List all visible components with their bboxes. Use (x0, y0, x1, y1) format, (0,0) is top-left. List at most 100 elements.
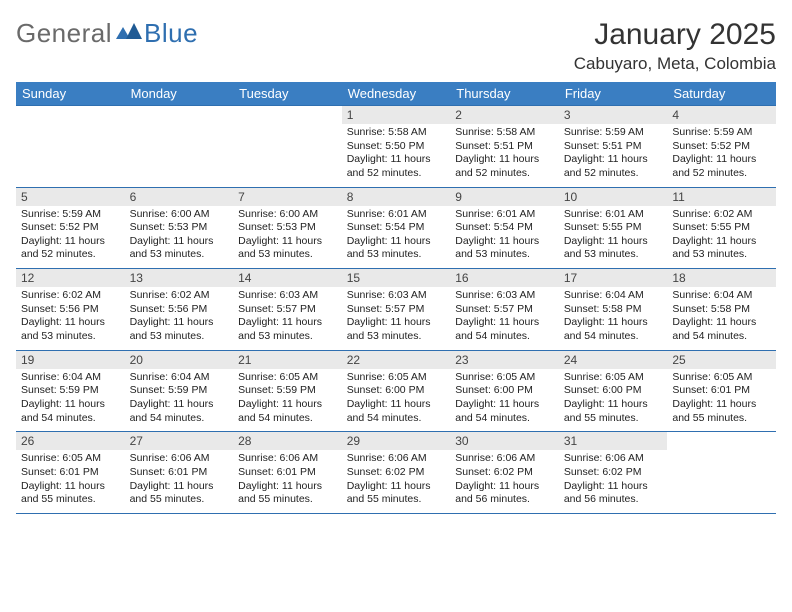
sunrise-line: Sunrise: 6:04 AM (672, 289, 771, 303)
sunrise-line: Sunrise: 6:00 AM (238, 208, 337, 222)
daylight-line: Daylight: 11 hours and 54 minutes. (130, 398, 229, 425)
day-header-friday: Friday (559, 82, 668, 106)
daylight-line: Daylight: 11 hours and 53 minutes. (455, 235, 554, 262)
sunset-line: Sunset: 5:51 PM (455, 140, 554, 154)
day-body: Sunrise: 6:02 AMSunset: 5:56 PMDaylight:… (16, 287, 125, 350)
sunset-line: Sunset: 5:54 PM (347, 221, 446, 235)
sunrise-line: Sunrise: 6:01 AM (455, 208, 554, 222)
daylight-line: Daylight: 11 hours and 54 minutes. (455, 316, 554, 343)
day-number: 3 (559, 106, 668, 124)
calendar-page: General Blue January 2025 Cabuyaro, Meta… (0, 0, 792, 526)
calendar-cell: 21Sunrise: 6:05 AMSunset: 5:59 PMDayligh… (233, 350, 342, 432)
sunset-line: Sunset: 5:59 PM (130, 384, 229, 398)
calendar-cell (667, 432, 776, 514)
daylight-line: Daylight: 11 hours and 55 minutes. (347, 480, 446, 507)
sunset-line: Sunset: 5:51 PM (564, 140, 663, 154)
calendar-cell: 7Sunrise: 6:00 AMSunset: 5:53 PMDaylight… (233, 187, 342, 269)
day-number: 10 (559, 188, 668, 206)
calendar-cell: 31Sunrise: 6:06 AMSunset: 6:02 PMDayligh… (559, 432, 668, 514)
sunset-line: Sunset: 5:52 PM (21, 221, 120, 235)
calendar-week-row: 19Sunrise: 6:04 AMSunset: 5:59 PMDayligh… (16, 350, 776, 432)
day-body: Sunrise: 6:04 AMSunset: 5:59 PMDaylight:… (125, 369, 234, 432)
day-number: 24 (559, 351, 668, 369)
day-body: Sunrise: 6:03 AMSunset: 5:57 PMDaylight:… (450, 287, 559, 350)
sunset-line: Sunset: 6:02 PM (347, 466, 446, 480)
day-number: 31 (559, 432, 668, 450)
calendar-cell (16, 106, 125, 188)
sunset-line: Sunset: 6:01 PM (130, 466, 229, 480)
day-body: Sunrise: 6:03 AMSunset: 5:57 PMDaylight:… (342, 287, 451, 350)
calendar-cell: 13Sunrise: 6:02 AMSunset: 5:56 PMDayligh… (125, 269, 234, 351)
day-body: Sunrise: 6:03 AMSunset: 5:57 PMDaylight:… (233, 287, 342, 350)
calendar-cell (125, 106, 234, 188)
sunrise-line: Sunrise: 6:04 AM (564, 289, 663, 303)
sunrise-line: Sunrise: 6:05 AM (564, 371, 663, 385)
daylight-line: Daylight: 11 hours and 54 minutes. (347, 398, 446, 425)
sunrise-line: Sunrise: 6:03 AM (455, 289, 554, 303)
day-body: Sunrise: 6:05 AMSunset: 6:00 PMDaylight:… (342, 369, 451, 432)
day-number: 5 (16, 188, 125, 206)
day-body: Sunrise: 6:05 AMSunset: 6:01 PMDaylight:… (667, 369, 776, 432)
sunset-line: Sunset: 6:01 PM (238, 466, 337, 480)
day-number-empty (125, 106, 234, 124)
sunset-line: Sunset: 6:01 PM (21, 466, 120, 480)
sunrise-line: Sunrise: 6:05 AM (238, 371, 337, 385)
day-number: 22 (342, 351, 451, 369)
calendar-cell: 26Sunrise: 6:05 AMSunset: 6:01 PMDayligh… (16, 432, 125, 514)
day-body: Sunrise: 6:02 AMSunset: 5:56 PMDaylight:… (125, 287, 234, 350)
sunrise-line: Sunrise: 6:03 AM (347, 289, 446, 303)
day-number: 2 (450, 106, 559, 124)
sunset-line: Sunset: 5:59 PM (21, 384, 120, 398)
sunrise-line: Sunrise: 6:02 AM (130, 289, 229, 303)
daylight-line: Daylight: 11 hours and 54 minutes. (672, 316, 771, 343)
sunrise-line: Sunrise: 6:05 AM (455, 371, 554, 385)
daylight-line: Daylight: 11 hours and 55 minutes. (564, 398, 663, 425)
day-number: 26 (16, 432, 125, 450)
page-header: General Blue January 2025 Cabuyaro, Meta… (16, 18, 776, 74)
daylight-line: Daylight: 11 hours and 55 minutes. (672, 398, 771, 425)
day-number: 15 (342, 269, 451, 287)
sunrise-line: Sunrise: 5:58 AM (455, 126, 554, 140)
day-number: 30 (450, 432, 559, 450)
day-number: 1 (342, 106, 451, 124)
sunset-line: Sunset: 5:55 PM (672, 221, 771, 235)
calendar-cell: 2 Sunrise: 5:58 AMSunset: 5:51 PMDaylight… (450, 106, 559, 188)
day-number: 27 (125, 432, 234, 450)
daylight-line: Daylight: 11 hours and 56 minutes. (564, 480, 663, 507)
day-number: 12 (16, 269, 125, 287)
brand-word-2: Blue (144, 18, 198, 49)
daylight-line: Daylight: 11 hours and 53 minutes. (564, 235, 663, 262)
day-number: 6 (125, 188, 234, 206)
day-number: 19 (16, 351, 125, 369)
calendar-cell: 14Sunrise: 6:03 AMSunset: 5:57 PMDayligh… (233, 269, 342, 351)
daylight-line: Daylight: 11 hours and 53 minutes. (130, 235, 229, 262)
calendar-cell: 15Sunrise: 6:03 AMSunset: 5:57 PMDayligh… (342, 269, 451, 351)
day-body-empty (125, 124, 234, 184)
day-body: Sunrise: 6:01 AMSunset: 5:54 PMDaylight:… (450, 206, 559, 269)
sunrise-line: Sunrise: 6:04 AM (130, 371, 229, 385)
sunrise-line: Sunrise: 6:06 AM (455, 452, 554, 466)
sunset-line: Sunset: 5:53 PM (130, 221, 229, 235)
day-body: Sunrise: 5:59 AMSunset: 5:52 PMDaylight:… (16, 206, 125, 269)
calendar-cell: 20Sunrise: 6:04 AMSunset: 5:59 PMDayligh… (125, 350, 234, 432)
calendar-cell: 12Sunrise: 6:02 AMSunset: 5:56 PMDayligh… (16, 269, 125, 351)
brand-word-1: General (16, 18, 112, 49)
calendar-cell: 24Sunrise: 6:05 AMSunset: 6:00 PMDayligh… (559, 350, 668, 432)
day-number: 23 (450, 351, 559, 369)
calendar-cell: 18Sunrise: 6:04 AMSunset: 5:58 PMDayligh… (667, 269, 776, 351)
calendar-cell: 16Sunrise: 6:03 AMSunset: 5:57 PMDayligh… (450, 269, 559, 351)
sunrise-line: Sunrise: 6:01 AM (564, 208, 663, 222)
day-body: Sunrise: 6:06 AMSunset: 6:02 PMDaylight:… (342, 450, 451, 513)
daylight-line: Daylight: 11 hours and 54 minutes. (455, 398, 554, 425)
daylight-line: Daylight: 11 hours and 55 minutes. (238, 480, 337, 507)
calendar-cell: 3Sunrise: 5:59 AMSunset: 5:51 PMDaylight… (559, 106, 668, 188)
daylight-line: Daylight: 11 hours and 52 minutes. (455, 153, 554, 180)
day-number: 16 (450, 269, 559, 287)
day-body: Sunrise: 6:05 AMSunset: 6:01 PMDaylight:… (16, 450, 125, 513)
sunrise-line: Sunrise: 6:06 AM (238, 452, 337, 466)
day-number: 28 (233, 432, 342, 450)
sunset-line: Sunset: 5:56 PM (130, 303, 229, 317)
sunrise-line: Sunrise: 6:03 AM (238, 289, 337, 303)
day-body: Sunrise: 6:06 AMSunset: 6:01 PMDaylight:… (125, 450, 234, 513)
day-number: 7 (233, 188, 342, 206)
